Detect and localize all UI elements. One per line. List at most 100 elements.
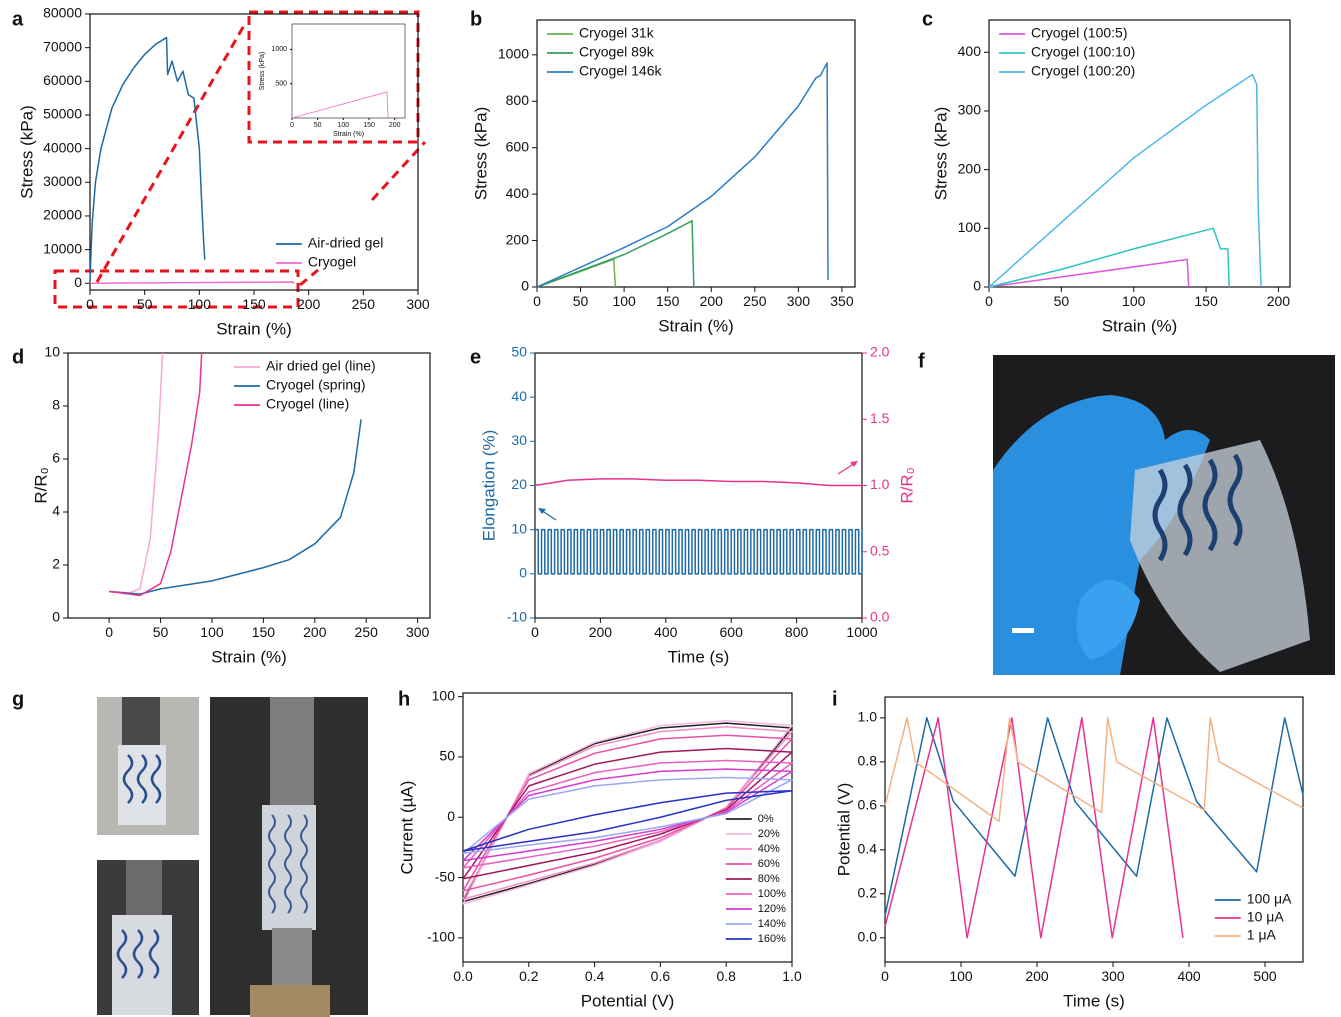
x-tick-label: 50	[573, 293, 589, 309]
y-tick-label: 70000	[43, 38, 82, 54]
x-tick-label: 0.4	[585, 968, 605, 984]
series-line	[90, 38, 205, 284]
legend-label: 40%	[758, 843, 780, 855]
x-tick-label: 100	[1122, 293, 1146, 309]
y-tick-label: 10	[44, 344, 60, 360]
x-tick-label: 200	[589, 624, 613, 640]
x-tick-label: 1000	[846, 624, 877, 640]
y-tick-label: 100	[432, 687, 456, 703]
legend-label: Cryogel 146k	[579, 63, 662, 79]
x-tick-label: 0	[533, 293, 541, 309]
series-line	[989, 75, 1261, 287]
legend-label: 120%	[758, 903, 786, 915]
y-tick-label: 0	[52, 609, 60, 625]
x-tick-label: 50	[137, 296, 153, 312]
plot-frame	[535, 353, 862, 618]
legend-label: Air-dried gel	[308, 235, 383, 251]
clamp	[270, 697, 314, 807]
y2-tick-label: 0.5	[870, 542, 890, 558]
x-tick-label: 200	[303, 624, 327, 640]
y-axis-label: Stress (kPa)	[17, 105, 36, 199]
base	[250, 985, 330, 1017]
x-axis-label: Strain (%)	[211, 647, 287, 666]
panel-label: g	[12, 688, 24, 710]
y-tick-label: 1000	[271, 46, 287, 53]
panel-label: a	[12, 8, 24, 30]
y-tick-label: 500	[275, 81, 287, 88]
y-tick-label: 400	[958, 43, 982, 59]
x-tick-label: 100	[200, 624, 224, 640]
x-tick-label: 0	[531, 624, 539, 640]
x-tick-label: 0	[290, 122, 294, 129]
y-tick-label: 80000	[43, 5, 82, 21]
y-tick-label: -50	[435, 868, 455, 884]
panel-label: f	[918, 350, 925, 372]
x-tick-label: 300	[787, 293, 811, 309]
y2-tick-label: 2.0	[870, 344, 890, 360]
series-line	[109, 419, 361, 594]
x-tick-label: 200	[1267, 293, 1291, 309]
x-axis-label: Time (s)	[1063, 991, 1125, 1010]
y-tick-label: 0.4	[858, 841, 878, 857]
y-axis-label: Stress (kPa)	[471, 107, 490, 201]
y2-tick-label: 0.0	[870, 609, 890, 625]
x-tick-label: 200	[1025, 968, 1049, 984]
legend-label: 100 μA	[1247, 891, 1292, 907]
x-tick-label: 100	[612, 293, 636, 309]
y-tick-label: 1.0	[858, 709, 878, 725]
photo-f	[993, 355, 1335, 675]
y-tick-label: -100	[427, 929, 455, 945]
x-tick-label: 0.6	[651, 968, 671, 984]
x-tick-label: 400	[654, 624, 678, 640]
sample	[112, 915, 172, 1015]
series-line	[885, 718, 1303, 916]
legend-label: Cryogel (100:5)	[1031, 25, 1128, 41]
series-line	[537, 63, 828, 287]
x-tick-label: 0	[105, 624, 113, 640]
y-tick-label: 400	[506, 185, 530, 201]
chart: 0.00.20.40.60.81.0-100-50050100Potential…	[397, 687, 801, 1010]
x-tick-label: 1.0	[782, 968, 802, 984]
y-tick-label: 300	[958, 102, 982, 118]
x-tick-label: 300	[1101, 968, 1125, 984]
x-axis-label: Strain (%)	[216, 319, 292, 338]
x-axis-label: Time (s)	[668, 647, 730, 666]
legend-label: Cryogel (100:20)	[1031, 63, 1135, 79]
y-axis-label: Potential (V)	[834, 783, 853, 877]
x-tick-label: 200	[297, 296, 321, 312]
y-tick-label: 40000	[43, 139, 82, 155]
figure: f g 050100150200250300010000200003000040…	[0, 0, 1341, 1017]
y-tick-label: -10	[507, 609, 527, 625]
panel-label: d	[12, 346, 24, 368]
legend-label: Cryogel 31k	[579, 25, 655, 41]
x-tick-label: 250	[355, 624, 379, 640]
y-tick-label: 0.2	[858, 885, 878, 901]
y-tick-label: 8	[52, 397, 60, 413]
x-tick-label: 50	[1054, 293, 1070, 309]
y-tick-label: 20	[511, 476, 527, 492]
series-line	[535, 479, 862, 486]
x-tick-label: 100	[949, 968, 973, 984]
x-tick-label: 150	[242, 296, 266, 312]
y-tick-label: 10000	[43, 240, 82, 256]
panel-label: h	[398, 688, 410, 710]
y-tick-label: 30000	[43, 173, 82, 189]
legend-label: 1 μA	[1247, 927, 1277, 943]
x-axis-label: Strain (%)	[333, 131, 364, 138]
legend-label: 80%	[758, 873, 780, 885]
y-tick-label: 200	[506, 231, 530, 247]
legend-label: 0%	[758, 813, 774, 825]
x-tick-label: 150	[363, 122, 375, 129]
x-axis-label: Potential (V)	[581, 991, 675, 1010]
x-axis-label: Strain (%)	[658, 316, 734, 335]
x-axis-label: Strain (%)	[1102, 316, 1178, 335]
plot-frame	[885, 697, 1303, 962]
legend-label: Cryogel	[308, 254, 356, 270]
chart: 0501001502002503000246810Strain (%)R/R₀d…	[12, 344, 430, 667]
y2-axis-label: R/R₀	[897, 467, 916, 503]
clamp	[272, 928, 312, 990]
legend-label: Cryogel (spring)	[266, 377, 366, 393]
x-tick-label: 200	[700, 293, 724, 309]
y-tick-label: 2	[52, 556, 60, 572]
